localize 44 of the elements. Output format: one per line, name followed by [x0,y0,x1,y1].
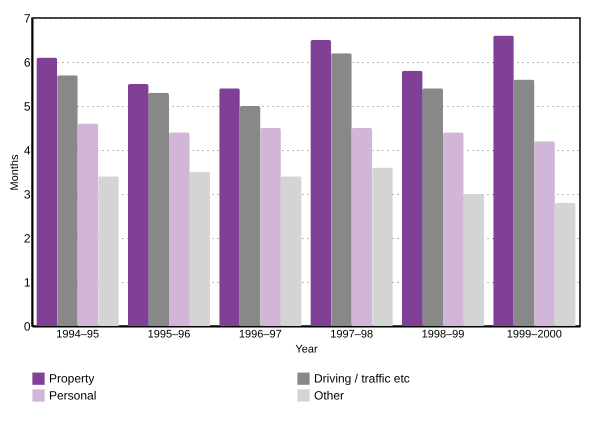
legend-label: Property [49,372,94,386]
legend-label: Driving / traffic etc [314,372,410,386]
bar [169,132,190,326]
bar [78,124,98,326]
y-tick-label: 3 [24,188,31,202]
bar [190,172,210,326]
y-tick-label: 0 [24,320,31,334]
y-tick-label: 7 [24,12,31,26]
y-tick-label: 1 [24,276,31,290]
bar [128,84,148,326]
y-tick-label: 2 [24,232,31,246]
x-axis-title: Year [295,344,318,356]
bar [402,70,422,326]
legend-label: Personal [49,388,96,402]
y-tick-label: 4 [24,144,31,158]
bar [219,88,240,326]
bar [260,128,281,326]
bar [514,80,534,326]
x-tick-label: 1995–96 [148,328,190,340]
bar [352,128,372,326]
bar [443,132,464,326]
bar [464,194,484,326]
y-axis-title: Months [8,154,21,191]
bar [554,202,576,326]
x-tick-label: 1998–99 [422,328,464,340]
bar [310,40,332,326]
bar [422,88,443,326]
bar [280,176,302,326]
x-tick-label: 1994–95 [56,328,100,340]
x-tick-label: 1999–2000 [506,328,562,340]
bar [331,53,352,326]
bar [57,75,78,326]
legend-label: Other [314,388,344,402]
x-tick-label: 1997–98 [330,328,374,340]
x-tick-label: 1996–97 [238,328,282,340]
y-tick-label: 5 [24,100,31,114]
bar [36,58,58,326]
bar [493,36,514,326]
bar [148,92,169,326]
bar [534,141,555,326]
y-tick-label: 6 [24,56,31,70]
bar [240,106,260,326]
bar [98,176,119,326]
bar [372,168,393,326]
